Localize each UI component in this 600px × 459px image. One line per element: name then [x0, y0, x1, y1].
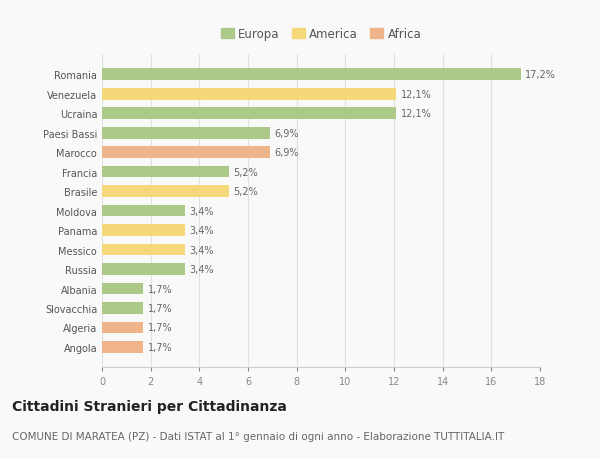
- Bar: [102, 89, 397, 101]
- Text: 5,2%: 5,2%: [233, 187, 258, 197]
- Bar: [102, 147, 270, 159]
- Bar: [102, 341, 143, 353]
- Legend: Europa, America, Africa: Europa, America, Africa: [216, 23, 426, 46]
- Bar: [102, 128, 270, 139]
- Text: 3,4%: 3,4%: [190, 225, 214, 235]
- Text: 6,9%: 6,9%: [275, 129, 299, 139]
- Bar: [102, 263, 185, 275]
- Bar: [102, 225, 185, 236]
- Text: 1,7%: 1,7%: [148, 284, 173, 294]
- Text: 6,9%: 6,9%: [275, 148, 299, 158]
- Bar: [102, 167, 229, 178]
- Text: 1,7%: 1,7%: [148, 303, 173, 313]
- Text: 3,4%: 3,4%: [190, 206, 214, 216]
- Text: Cittadini Stranieri per Cittadinanza: Cittadini Stranieri per Cittadinanza: [12, 399, 287, 413]
- Bar: [102, 302, 143, 314]
- Text: 3,4%: 3,4%: [190, 264, 214, 274]
- Text: 17,2%: 17,2%: [526, 70, 556, 80]
- Bar: [102, 283, 143, 295]
- Text: 12,1%: 12,1%: [401, 90, 432, 100]
- Bar: [102, 69, 521, 81]
- Text: 1,7%: 1,7%: [148, 342, 173, 352]
- Bar: [102, 186, 229, 197]
- Bar: [102, 108, 397, 120]
- Bar: [102, 244, 185, 256]
- Text: 5,2%: 5,2%: [233, 167, 258, 177]
- Text: 12,1%: 12,1%: [401, 109, 432, 119]
- Bar: [102, 205, 185, 217]
- Text: 1,7%: 1,7%: [148, 323, 173, 333]
- Text: 3,4%: 3,4%: [190, 245, 214, 255]
- Text: COMUNE DI MARATEA (PZ) - Dati ISTAT al 1° gennaio di ogni anno - Elaborazione TU: COMUNE DI MARATEA (PZ) - Dati ISTAT al 1…: [12, 431, 504, 442]
- Bar: [102, 322, 143, 334]
